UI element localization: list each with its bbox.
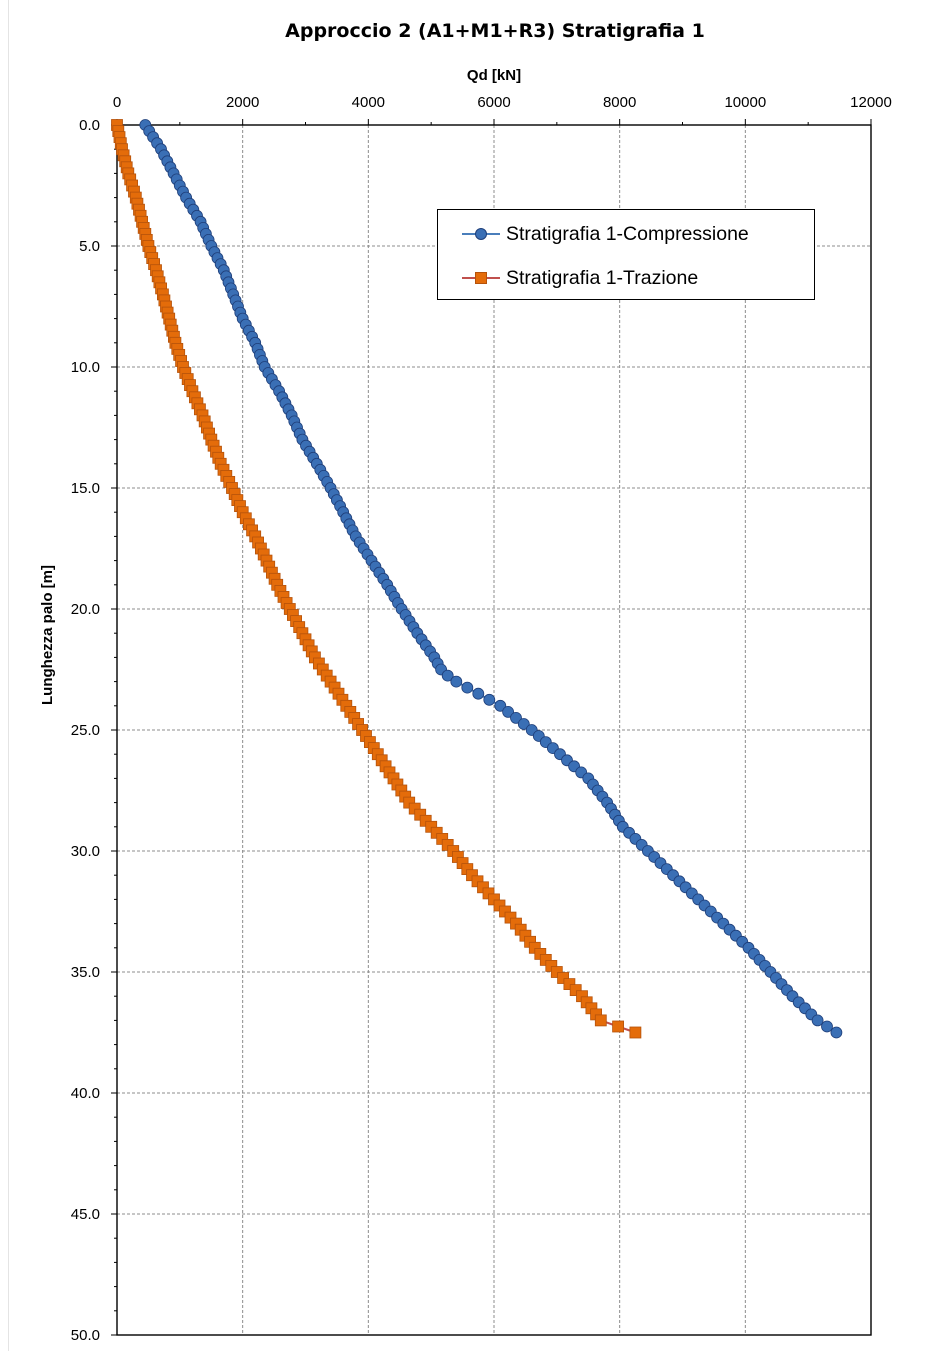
y-tick-label: 40.0 <box>71 1085 100 1102</box>
data-point <box>494 699 507 712</box>
data-point <box>502 706 515 718</box>
page-left-rule <box>8 0 9 1351</box>
data-point <box>811 1014 824 1027</box>
y-tick-label: 25.0 <box>71 722 100 739</box>
data-point <box>483 693 496 706</box>
y-tick-label: 30.0 <box>71 843 100 860</box>
y-tick-label: 5.0 <box>79 238 100 255</box>
legend: Stratigrafia 1-Compressione Stratigrafia… <box>437 209 815 300</box>
legend-item-trazione: Stratigrafia 1-Trazione <box>458 263 698 293</box>
data-point <box>557 972 569 984</box>
data-point <box>461 681 474 694</box>
data-point <box>821 1020 833 1033</box>
data-point <box>594 1014 607 1027</box>
data-point <box>510 712 522 724</box>
legend-label-trazione: Stratigrafia 1-Trazione <box>506 266 699 289</box>
y-tick-label: 50.0 <box>71 1327 100 1344</box>
y-tick-label: 20.0 <box>71 601 100 618</box>
x-tick-label: 6000 <box>477 94 510 111</box>
data-point <box>472 687 485 700</box>
data-point <box>612 1020 624 1033</box>
legend-swatch-trazione <box>462 272 500 284</box>
y-tick-label: 0.0 <box>79 117 100 134</box>
data-point <box>517 718 530 730</box>
data-point <box>830 1026 843 1039</box>
data-point <box>569 984 582 996</box>
data-point <box>450 675 463 688</box>
x-tick-label: 12000 <box>850 94 892 111</box>
chart-title: Approccio 2 (A1+M1+R3) Stratigrafia 1 <box>285 20 705 42</box>
y-tick-label: 15.0 <box>71 480 100 497</box>
x-tick-label: 0 <box>113 94 121 111</box>
series-trazione <box>111 119 642 1039</box>
legend-item-compressione: Stratigrafia 1-Compressione <box>458 219 749 249</box>
y-axis-title: Lunghezza palo [m] <box>39 565 56 705</box>
data-point <box>550 966 563 978</box>
tick-layer: 0 2000 4000 6000 8000 10000 12000 0.0 5.0 10.0 15.… <box>71 94 892 1344</box>
y-tick-label: 45.0 <box>71 1206 100 1223</box>
x-tick-label: 8000 <box>603 94 636 111</box>
y-tick-label: 35.0 <box>71 964 100 981</box>
x-tick-label: 10000 <box>724 94 766 111</box>
x-tick-label: 2000 <box>226 94 259 111</box>
x-axis-title: Qd [kN] <box>467 67 521 84</box>
legend-swatch-compressione <box>462 228 500 240</box>
data-point <box>629 1026 642 1039</box>
data-point <box>441 669 454 682</box>
series-layer <box>111 119 843 1039</box>
series-compressione <box>139 119 843 1039</box>
x-tick-label: 4000 <box>352 94 385 111</box>
grid-layer <box>117 125 871 1335</box>
legend-label-compressione: Stratigrafia 1-Compressione <box>506 222 749 245</box>
y-tick-label: 10.0 <box>71 359 100 376</box>
data-point <box>563 978 576 990</box>
